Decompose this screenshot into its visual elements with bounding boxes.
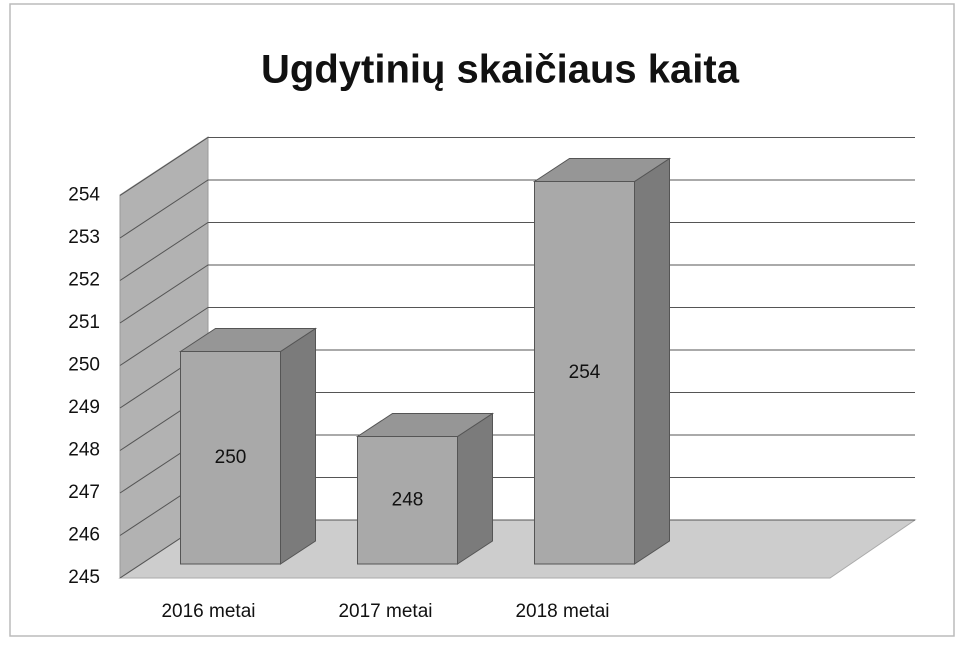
grid-line bbox=[119, 137, 915, 196]
y-tick-label: 250 bbox=[68, 355, 100, 376]
y-tick-label: 249 bbox=[68, 397, 100, 418]
x-tick-label: 2017 metai bbox=[338, 601, 432, 622]
x-tick-label: 2018 metai bbox=[515, 601, 609, 622]
value-label: 250 bbox=[215, 447, 247, 468]
grid-line bbox=[119, 307, 915, 366]
grid-line bbox=[119, 264, 915, 324]
chart-title: Ugdytinių skaičiaus kaita bbox=[261, 48, 740, 92]
value-label: 254 bbox=[569, 362, 601, 383]
y-tick-label: 252 bbox=[68, 270, 100, 291]
bar-side bbox=[280, 327, 316, 565]
bar bbox=[180, 351, 281, 565]
y-tick-label: 247 bbox=[68, 482, 100, 503]
x-tick-label: 2016 metai bbox=[161, 601, 255, 622]
grid-line bbox=[119, 222, 915, 281]
y-tick-label: 254 bbox=[68, 185, 100, 206]
y-tick-label: 253 bbox=[68, 227, 100, 248]
bar bbox=[357, 436, 458, 565]
y-tick-label: 246 bbox=[68, 525, 100, 546]
y-tick-label: 248 bbox=[68, 440, 100, 461]
bar-side bbox=[634, 157, 670, 565]
value-label: 248 bbox=[392, 489, 424, 510]
bar bbox=[534, 181, 635, 565]
grid-line bbox=[119, 179, 915, 239]
y-tick-label: 245 bbox=[68, 567, 100, 588]
bar-side bbox=[457, 412, 493, 565]
y-tick-label: 251 bbox=[68, 312, 100, 333]
